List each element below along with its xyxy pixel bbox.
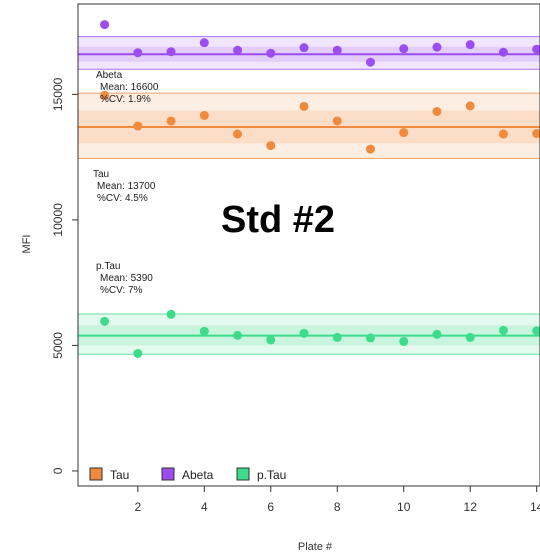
tau-point-2 — [133, 121, 143, 131]
p-tau-point-4 — [199, 326, 209, 336]
abeta-outer-band — [78, 36, 540, 70]
tau-point-8 — [332, 116, 342, 126]
y-tick-label-0: 0 — [51, 467, 65, 474]
abeta-annotation-cv: %CV: 1.9% — [100, 94, 151, 105]
abeta-point-6 — [266, 48, 276, 58]
p-tau-annotation-mean: Mean: 5390 — [100, 273, 153, 284]
legend-layer: Tau Abeta p.Tau — [89, 467, 286, 482]
abeta-point-10 — [399, 44, 409, 54]
abeta-point-13 — [498, 47, 508, 57]
legend-label-tau: Tau — [110, 468, 129, 482]
tau-annotation-mean: Mean: 13700 — [97, 181, 156, 192]
tau-point-14 — [532, 129, 540, 139]
x-tick-label-6: 6 — [267, 500, 274, 514]
p-tau-point-6 — [266, 335, 276, 345]
points-layer — [100, 20, 540, 358]
p-tau-point-5 — [233, 330, 243, 340]
x-tick-label-8: 8 — [334, 500, 341, 514]
abeta-point-8 — [332, 45, 342, 55]
y-tick-label-10000: 10000 — [51, 203, 65, 237]
x-axis-label: Plate # — [298, 541, 333, 553]
tau-annotation-cv: %CV: 4.5% — [97, 193, 148, 204]
p-tau-point-12 — [465, 332, 475, 342]
tau-annotation-name: Tau — [93, 169, 109, 180]
bands-layer — [78, 36, 540, 355]
tau-point-13 — [498, 129, 508, 139]
tau-point-12 — [465, 101, 475, 111]
p-tau-point-3 — [166, 309, 176, 319]
plot-frame — [77, 3, 540, 487]
abeta-point-12 — [465, 40, 475, 50]
p-tau-outer-band — [78, 314, 540, 355]
tau-point-10 — [399, 128, 409, 138]
abeta-point-11 — [432, 42, 442, 52]
legend-swatch-p-tau — [236, 467, 250, 481]
tau-point-7 — [299, 101, 309, 111]
abeta-point-5 — [233, 45, 243, 55]
legend-swatch-tau — [89, 467, 103, 481]
x-tick-label-4: 4 — [201, 500, 208, 514]
tau-point-1 — [100, 90, 110, 100]
p-tau-point-14 — [532, 326, 540, 336]
tau-point-3 — [166, 116, 176, 126]
overlay-label: Std #2 — [221, 199, 335, 241]
p-tau-point-9 — [365, 333, 375, 343]
legend-label-p-tau: p.Tau — [257, 468, 286, 482]
tau-point-6 — [266, 141, 276, 151]
x-tick-label-10: 10 — [397, 500, 411, 514]
x-tick-label-2: 2 — [134, 500, 141, 514]
y-tick-label-15000: 15000 — [51, 77, 65, 111]
y-axis-label: MFI — [21, 235, 33, 254]
abeta-annotation-mean: Mean: 16600 — [100, 82, 159, 93]
abeta-point-7 — [299, 43, 309, 53]
x-tick-label-14: 14 — [530, 500, 540, 514]
y-tick-label-5000: 5000 — [51, 332, 65, 359]
axes-layer: 2 4 6 8 10 12 14 0 5000 10000 15000 — [51, 77, 540, 514]
p-tau-point-7 — [299, 328, 309, 338]
p-tau-annotation-cv: %CV: 7% — [100, 285, 143, 296]
abeta-point-2 — [133, 48, 143, 58]
p-tau-point-1 — [100, 316, 110, 326]
tau-outer-band — [78, 93, 540, 159]
tau-point-11 — [432, 106, 442, 116]
abeta-point-3 — [166, 47, 176, 57]
abeta-point-14 — [532, 44, 540, 54]
tau-point-5 — [233, 129, 243, 139]
tau-point-9 — [365, 144, 375, 154]
tau-point-4 — [199, 110, 209, 120]
p-tau-annotation-name: p.Tau — [96, 261, 120, 272]
legend-swatch-abeta — [161, 467, 175, 481]
x-tick-label-12: 12 — [464, 500, 478, 514]
p-tau-point-13 — [498, 325, 508, 335]
p-tau-point-11 — [432, 329, 442, 339]
p-tau-point-8 — [332, 332, 342, 342]
legend-label-abeta: Abeta — [182, 468, 214, 482]
p-tau-point-2 — [133, 348, 143, 358]
abeta-point-1 — [100, 20, 110, 30]
p-tau-point-10 — [399, 336, 409, 346]
abeta-annotation-name: Abeta — [96, 70, 123, 81]
abeta-point-4 — [199, 38, 209, 48]
abeta-point-9 — [365, 57, 375, 67]
